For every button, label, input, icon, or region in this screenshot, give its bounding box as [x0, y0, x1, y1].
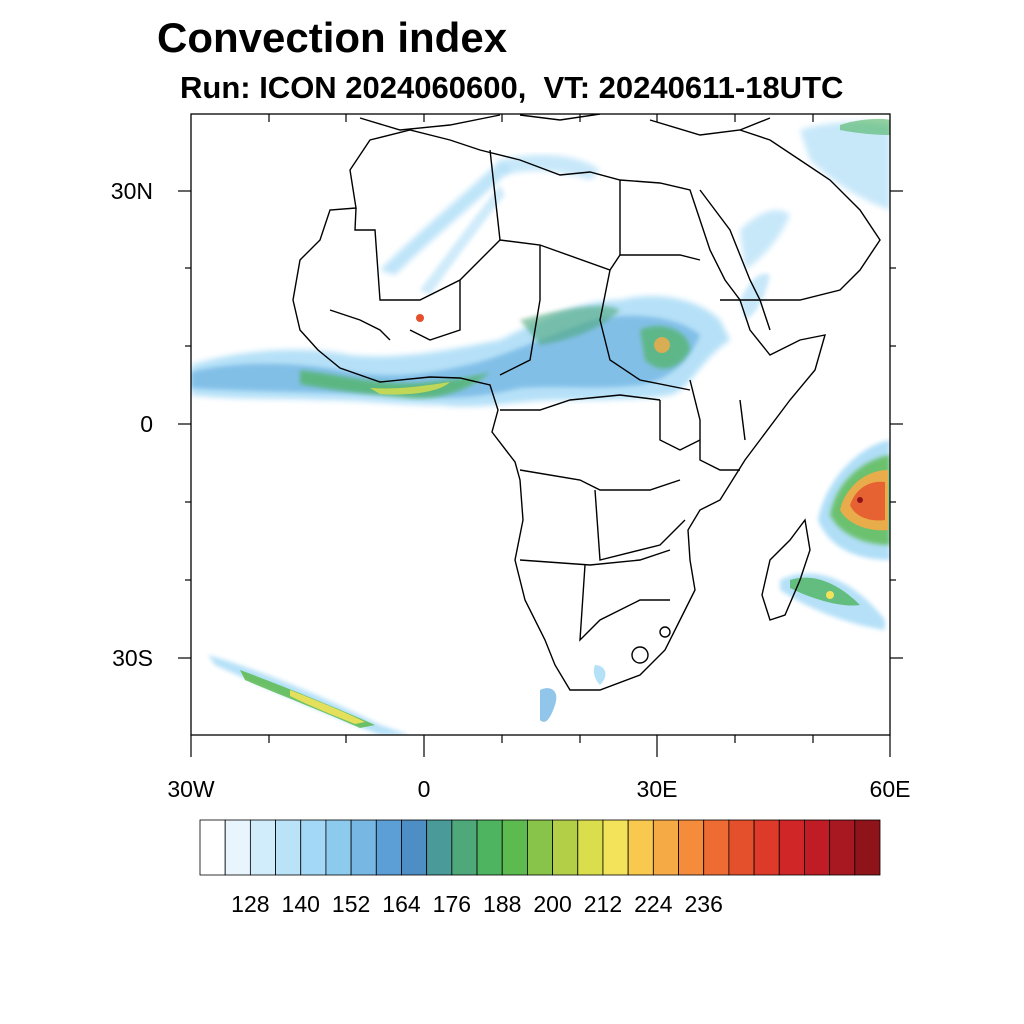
colorbar-labels: 128 140 152 164 176 188 200 212 224 236: [231, 891, 723, 917]
colorbar-swatch: [753, 819, 780, 876]
colorbar-swatch: [527, 819, 553, 876]
colorbar-swatch: [476, 819, 503, 876]
colorbar-swatch: [577, 819, 604, 876]
colorbar-swatch: [426, 819, 453, 876]
coastline-and-borders: [292, 114, 881, 691]
colorbar-swatch: [451, 819, 478, 876]
lat-label-0: 0: [140, 411, 153, 437]
colorbar-swatch: [375, 819, 402, 876]
colorbar-swatch: [401, 819, 428, 876]
colorbar-swatch: [325, 819, 352, 876]
lon-label-60e: 60E: [870, 776, 911, 802]
colorbar-label: 236: [685, 891, 723, 917]
colorbar-label: 188: [483, 891, 521, 917]
colorbar-label: 212: [584, 891, 622, 917]
colorbar-swatch: [249, 819, 276, 876]
colorbar-swatch: [350, 819, 377, 876]
colorbar-swatch: [501, 819, 528, 876]
lat-label-30s: 30S: [112, 645, 153, 671]
colorbar-label: 176: [433, 891, 471, 917]
colorbar-swatch: [678, 819, 705, 876]
lat-label-30n: 30N: [111, 178, 153, 204]
colorbar-swatch: [778, 819, 805, 876]
colorbar-label: 152: [332, 891, 370, 917]
colorbar-swatch: [804, 819, 831, 876]
map-frame: [190, 113, 891, 736]
colorbar: [199, 819, 881, 876]
lon-label-30w: 30W: [167, 776, 215, 802]
colorbar-label: 128: [231, 891, 269, 917]
colorbar-label: 200: [533, 891, 571, 917]
map-title: Convection index: [157, 14, 508, 61]
colorbar-swatch: [627, 819, 654, 876]
colorbar-swatch: [854, 819, 881, 876]
lon-label-0: 0: [418, 776, 431, 802]
colorbar-swatch: [552, 819, 579, 876]
convection-field: [191, 118, 890, 735]
map-subtitle: Run: ICON 2024060600, VT: 20240611-18UTC: [180, 70, 844, 105]
axis-ticks: [178, 114, 903, 757]
colorbar-swatch: [224, 819, 251, 876]
colorbar-swatch: [602, 819, 629, 876]
lon-label-30e: 30E: [637, 776, 678, 802]
colorbar-swatch: [728, 819, 755, 876]
colorbar-swatch: [199, 819, 226, 876]
colorbar-swatch: [829, 819, 856, 876]
colorbar-swatch: [703, 819, 730, 876]
colorbar-swatch: [652, 819, 679, 876]
colorbar-label: 140: [282, 891, 320, 917]
colorbar-swatch: [275, 819, 302, 876]
colorbar-label: 164: [382, 891, 421, 917]
colorbar-label: 224: [634, 891, 673, 917]
colorbar-swatch: [300, 819, 327, 876]
